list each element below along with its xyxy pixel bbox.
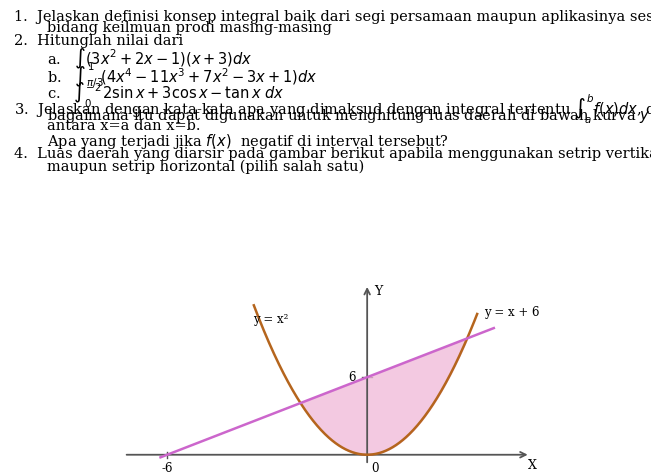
Text: y = x²: y = x² (253, 313, 288, 325)
Text: Apa yang terjadi jika $f(x)$  negatif di interval tersebut?: Apa yang terjadi jika $f(x)$ negatif di … (47, 132, 449, 151)
Text: 2.  Hitunglah nilai dari: 2. Hitunglah nilai dari (14, 34, 184, 48)
Text: a.   $\int(3x^2+2x-1)(x+3)dx$: a. $\int(3x^2+2x-1)(x+3)dx$ (47, 47, 253, 71)
Text: 0: 0 (372, 462, 380, 475)
Text: y = x + 6: y = x + 6 (484, 306, 539, 319)
Text: bidang keilmuan prodi masing-masing: bidang keilmuan prodi masing-masing (47, 21, 332, 35)
Text: bagaimana itu dapat digunakan untuk menghitung luas daerah di bawah kurva $y = f: bagaimana itu dapat digunakan untuk meng… (47, 106, 651, 125)
Text: maupun setrip horizontal (pilih salah satu): maupun setrip horizontal (pilih salah sa… (47, 160, 364, 174)
Text: antara x=a dan x=b.: antara x=a dan x=b. (47, 119, 201, 133)
Text: -6: -6 (161, 462, 173, 475)
Text: 6: 6 (348, 370, 355, 384)
Text: b.   $\int_{-2}^{1}(4x^4-11x^3+7x^2-3x+1)dx$: b. $\int_{-2}^{1}(4x^4-11x^3+7x^2-3x+1)d… (47, 61, 317, 94)
Text: Y: Y (374, 285, 382, 298)
Text: 4.  Luas daerah yang diarsir pada gambar berikut apabila menggunakan setrip vert: 4. Luas daerah yang diarsir pada gambar … (14, 147, 651, 161)
Text: 3.  Jelaskan dengan kata-kata apa yang dimaksud dengan integral tertentu $\int_a: 3. Jelaskan dengan kata-kata apa yang di… (14, 93, 651, 126)
Text: X: X (528, 459, 536, 472)
Text: 1.  Jelaskan definisi konsep integral baik dari segi persamaan maupun aplikasiny: 1. Jelaskan definisi konsep integral bai… (14, 10, 651, 23)
Text: c.   $\int_{0}^{\pi/3}2\sin x+3\cos x-\tan x\ dx$: c. $\int_{0}^{\pi/3}2\sin x+3\cos x-\tan… (47, 76, 284, 110)
